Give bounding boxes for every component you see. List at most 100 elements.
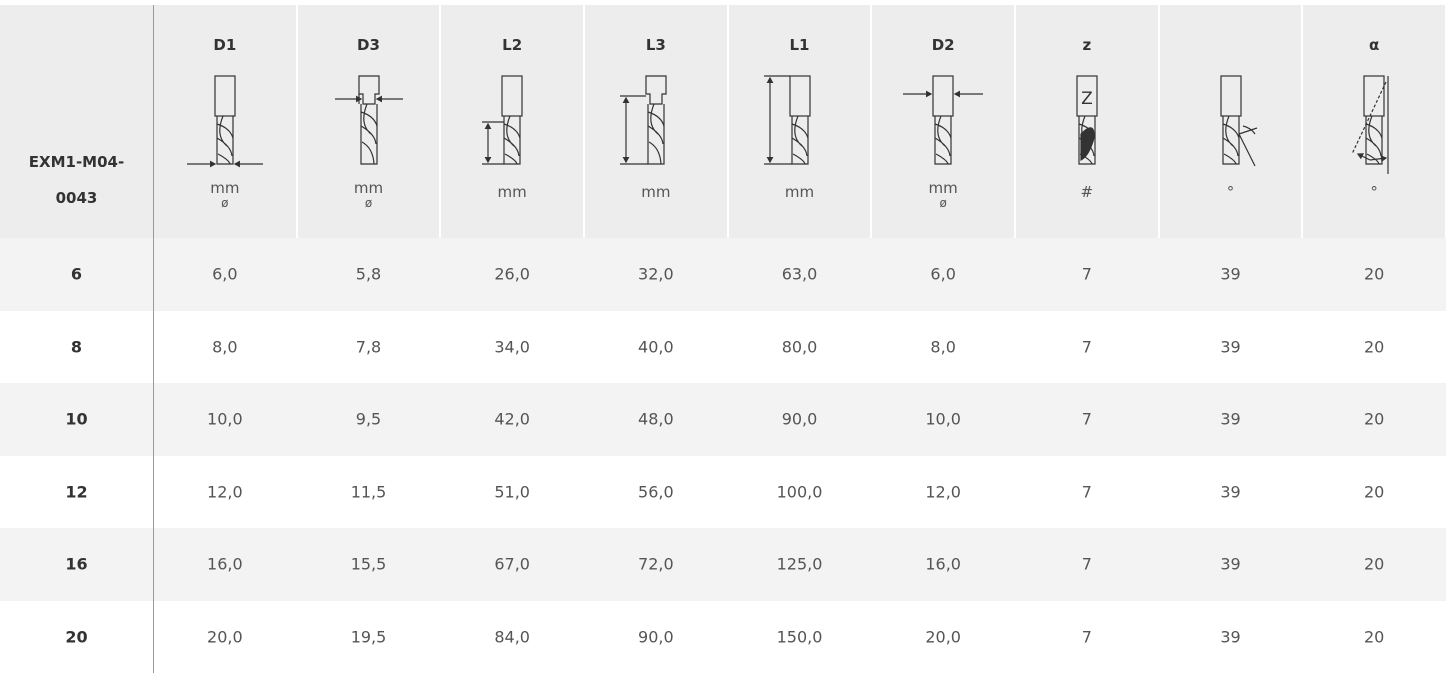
header-cell-bg — [1159, 5, 1302, 238]
icon-part — [934, 116, 952, 165]
table-cell: 12,0 — [207, 482, 243, 502]
header-cell-bg — [728, 5, 871, 238]
table-cell: 90,0 — [638, 627, 674, 647]
tool-icon — [186, 75, 263, 168]
column-header: α — [1369, 36, 1380, 54]
corner-text: EXM1-M04- — [28, 153, 125, 171]
icon-part — [622, 96, 630, 103]
table-cell: 9,5 — [355, 409, 382, 429]
table-cell: 150,0 — [776, 627, 823, 647]
icon-part — [647, 104, 665, 165]
icon-part — [484, 122, 492, 129]
table-cell: 16,0 — [925, 554, 961, 574]
table-cell: 39 — [1220, 554, 1241, 574]
column-unit: # — [1080, 183, 1094, 201]
icon-part — [645, 75, 667, 105]
table-cell: 72,0 — [638, 554, 674, 574]
tool-icon — [763, 75, 811, 165]
header-cell-bg — [1016, 5, 1158, 238]
row-key: 12 — [65, 482, 88, 502]
column-header: D2 — [931, 36, 955, 54]
header-cell-bg — [154, 5, 296, 238]
table-cell: 7 — [1081, 482, 1092, 502]
icon-part — [209, 160, 217, 168]
icon-part — [375, 95, 382, 103]
icon-part — [1351, 81, 1387, 155]
row-key: 10 — [65, 409, 88, 429]
table-cell: 20,0 — [207, 627, 243, 647]
table-cell: 90,0 — [781, 409, 818, 429]
icon-part — [503, 115, 521, 165]
table-cell: 7 — [1081, 554, 1092, 574]
row-bg — [0, 528, 1446, 601]
icon-part — [214, 75, 236, 117]
icon-part — [766, 157, 773, 164]
table-cell: 56,0 — [638, 482, 674, 502]
icon-part — [934, 115, 952, 165]
column-unit: ° — [1226, 183, 1235, 201]
row-key: 6 — [70, 264, 83, 284]
icon-part — [1219, 75, 1242, 117]
table-cell: 48,0 — [638, 409, 674, 429]
column-unit: mm — [210, 179, 240, 197]
tool-icon — [903, 75, 984, 165]
table-cell: 39 — [1220, 482, 1241, 502]
table-cell: 42,0 — [494, 409, 530, 429]
icon-part — [357, 75, 380, 105]
row-bg — [0, 238, 1446, 311]
header-cell-bg — [585, 5, 727, 238]
table-cell: 12,0 — [925, 482, 961, 502]
table-cell: 20 — [1363, 627, 1385, 647]
column-unit: mm — [641, 183, 671, 201]
table-cell: 26,0 — [494, 264, 530, 284]
icon-part — [360, 103, 378, 165]
table-cell: 19,5 — [350, 627, 387, 647]
icon-part — [1078, 115, 1096, 165]
table-cell: 8,0 — [212, 337, 238, 357]
table-cell: 20,0 — [925, 627, 961, 647]
icon-part — [1357, 153, 1365, 160]
table-cell: 40,0 — [638, 337, 674, 357]
table-cell: 8,0 — [930, 337, 956, 357]
icon-part — [1363, 75, 1385, 117]
table-cell: 7,8 — [355, 337, 382, 357]
tool-icon — [619, 75, 667, 165]
column-header: D1 — [213, 36, 237, 54]
table-cell: 84,0 — [494, 627, 530, 647]
icon-part — [484, 157, 492, 164]
table-cell: 63,0 — [781, 264, 818, 284]
table-cell: 51,0 — [494, 482, 530, 502]
icon-part — [503, 116, 521, 165]
icon-part — [1237, 133, 1256, 167]
table-cell: 39 — [1220, 627, 1241, 647]
column-unit-sub: ø — [221, 196, 229, 210]
table-cell: 7 — [1081, 337, 1092, 357]
table-cell: 20 — [1363, 482, 1385, 502]
column-unit: mm — [353, 179, 384, 197]
header-cell-bg — [297, 5, 440, 238]
table-cell: 7 — [1081, 264, 1092, 284]
row-key: 16 — [65, 554, 88, 574]
table-cell: 32,0 — [638, 264, 674, 284]
tool-icon — [482, 75, 523, 165]
column-unit-sub: ø — [364, 196, 373, 210]
table-cell: 100,0 — [776, 482, 823, 502]
table-cell: 7 — [1081, 409, 1092, 429]
table-cell: 20 — [1363, 409, 1385, 429]
icon-part — [1365, 115, 1383, 165]
icon-part — [1242, 125, 1255, 135]
table-cell: 15,5 — [350, 554, 387, 574]
column-header: z — [1082, 36, 1092, 54]
header-cell-bg — [441, 5, 583, 238]
header-cell-bg — [1303, 5, 1445, 238]
table-cell: 39 — [1220, 337, 1241, 357]
icon-part — [233, 160, 240, 168]
icon-label: Z — [1081, 89, 1093, 109]
icon-part — [932, 75, 954, 117]
icon-part — [622, 157, 630, 164]
icon-part — [1238, 127, 1257, 135]
table-cell: 80,0 — [781, 337, 818, 357]
table-cell: 20 — [1363, 264, 1385, 284]
row-key: 8 — [70, 337, 83, 357]
